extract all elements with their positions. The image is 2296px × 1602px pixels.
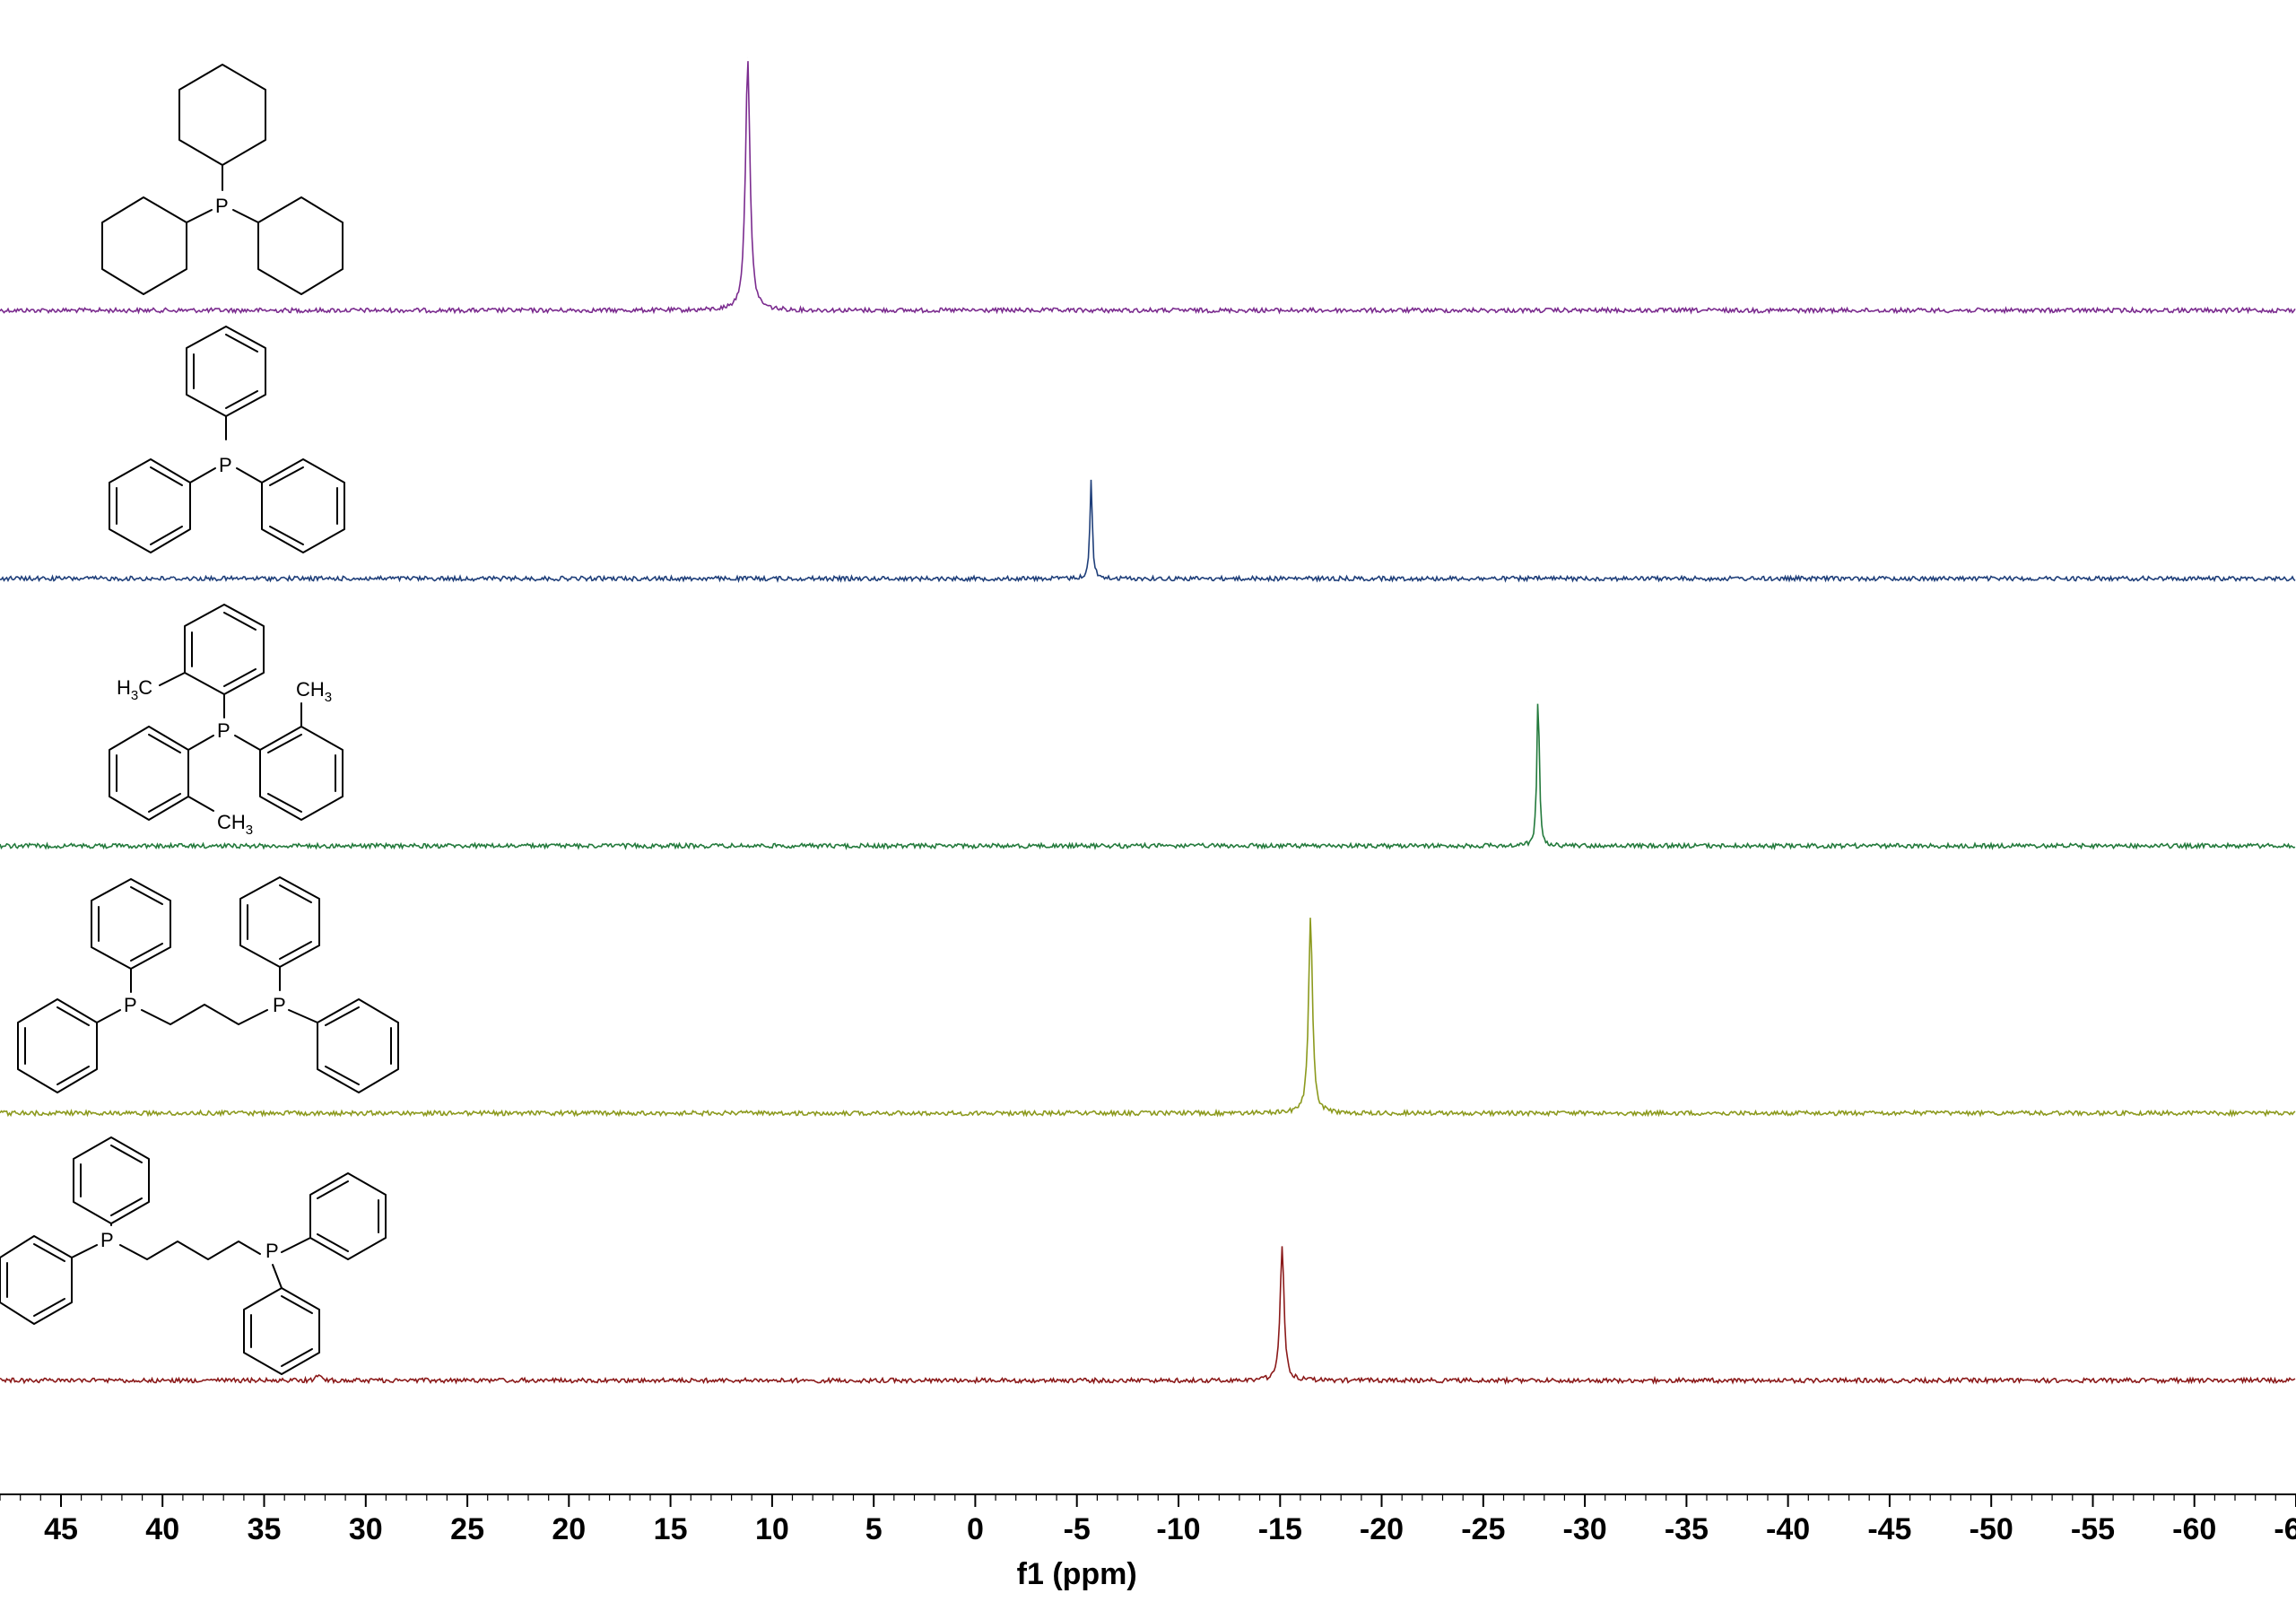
phenyl-ring	[239, 876, 320, 968]
x-tick-label: 35	[248, 1512, 282, 1546]
x-tick-label: 30	[349, 1512, 383, 1546]
x-tick-label: 5	[865, 1512, 883, 1546]
x-tick-label: 25	[450, 1512, 484, 1546]
x-tick-label: -25	[1461, 1512, 1505, 1546]
cyclohexyl-ring-right	[257, 196, 344, 295]
phenyl-ring	[309, 1172, 387, 1260]
phosphorus-atom-label: P	[219, 454, 232, 476]
x-tick-label: -65	[2274, 1512, 2296, 1546]
x-tick-label: 40	[145, 1512, 179, 1546]
cyclohexyl-ring-left	[101, 196, 187, 295]
phosphorus-atom-label: P	[100, 1229, 114, 1251]
x-tick-label: -45	[1867, 1512, 1911, 1546]
cyclohexyl-ring-top	[178, 64, 266, 166]
phenyl-ring-right	[261, 458, 345, 553]
x-tick-label: 20	[552, 1512, 586, 1546]
x-tick-label: -60	[2172, 1512, 2216, 1546]
structure-tri-o-tolylphosphine: H3C P CH3 CH3	[109, 604, 344, 838]
x-tick-label: -40	[1766, 1512, 1810, 1546]
tolyl-ring-top	[184, 604, 265, 695]
methyl-label-bottom: CH3	[217, 811, 253, 838]
x-tick-label: -35	[1665, 1512, 1709, 1546]
phosphorus-atom-label: P	[273, 994, 286, 1016]
x-tick-label: -50	[1970, 1512, 2013, 1546]
tolyl-ring-right	[259, 726, 344, 821]
structure-triphenylphosphine: P	[109, 326, 345, 553]
butyl-chain	[119, 1241, 261, 1260]
tolyl-ring-left	[109, 726, 189, 821]
x-axis-ticks: 45 40 35 30 25 20 15 10 5 0 -5 -10 -15 -20 -25 -30 -35 -4…	[0, 1494, 2296, 1546]
x-axis-label: f1 (ppm)	[1017, 1557, 1137, 1591]
spectrum-trace-3	[0, 703, 2296, 851]
spectra-traces	[0, 57, 2296, 1386]
phenyl-ring	[0, 1235, 73, 1325]
molecular-structures: P P H3C P	[0, 64, 399, 1375]
phenyl-ring	[17, 998, 98, 1093]
phenyl-ring	[243, 1287, 320, 1375]
phenyl-ring-top	[186, 326, 266, 417]
phenyl-ring-left	[109, 458, 191, 553]
spectrum-trace-2	[0, 479, 2296, 583]
spectrum-trace-1	[0, 61, 2296, 315]
x-tick-label: 15	[654, 1512, 688, 1546]
x-tick-label: -55	[2071, 1512, 2115, 1546]
x-tick-label: -30	[1563, 1512, 1607, 1546]
phenyl-ring	[73, 1136, 150, 1224]
phosphorus-atom-label: P	[217, 719, 230, 742]
structure-dppb: P P	[0, 1136, 387, 1375]
x-tick-label: -5	[1064, 1512, 1091, 1546]
structure-dppp: P P	[17, 876, 399, 1093]
propyl-chain	[141, 1004, 268, 1025]
phosphorus-atom-label: P	[215, 195, 229, 217]
x-tick-label: -10	[1156, 1512, 1200, 1546]
phenyl-ring	[317, 998, 399, 1093]
spectrum-trace-5	[0, 1246, 2296, 1386]
structure-tricyclohexylphosphine: P	[101, 64, 344, 295]
phosphorus-atom-label: P	[265, 1240, 279, 1262]
x-tick-label: -15	[1258, 1512, 1302, 1546]
x-tick-label: -20	[1360, 1512, 1404, 1546]
methyl-label-left: H3C	[117, 676, 152, 703]
x-tick-label: 45	[44, 1512, 78, 1546]
x-axis: 45 40 35 30 25 20 15 10 5 0 -5 -10 -15 -20 -25 -30 -35 -4…	[0, 1493, 2296, 1591]
x-tick-label: 0	[967, 1512, 984, 1546]
x-tick-label: 10	[755, 1512, 789, 1546]
methyl-label-right: CH3	[296, 678, 332, 705]
phenyl-ring	[91, 878, 171, 970]
spectrum-trace-4	[0, 918, 2296, 1118]
phosphorus-atom-label: P	[124, 994, 137, 1016]
